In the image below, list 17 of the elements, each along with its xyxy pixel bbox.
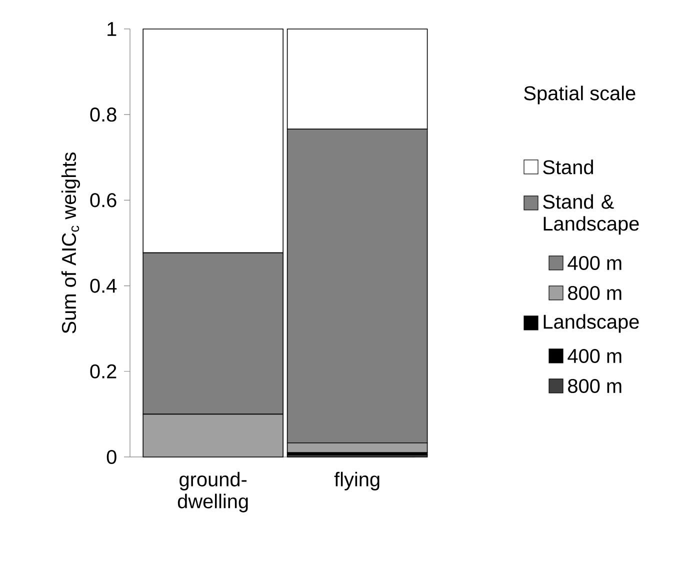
- legend-title: Spatial scale: [524, 86, 636, 104]
- x-tick-label: ground-dwelling: [178, 472, 248, 512]
- y-tick-label: 0.2: [90, 364, 116, 378]
- legend-label: 400 m: [568, 256, 622, 270]
- y-tick-label: 0: [106, 450, 116, 464]
- y-tick-label: 0.4: [90, 278, 117, 293]
- y-axis-title: Sum of AIC$_{c}$ weights: [61, 152, 80, 334]
- legend-label: 800 m: [568, 286, 622, 300]
- text: Landscape: [544, 314, 639, 333]
- text: Stand & Landscape: [543, 194, 639, 235]
- legend-label: Stand: [543, 160, 593, 174]
- x-tick-label: flying: [334, 472, 380, 490]
- legend-label: 800 m: [568, 378, 622, 394]
- y-tick-label: 0.8: [90, 108, 116, 122]
- y-tick-label: 1: [108, 22, 116, 36]
- legend-label: 400 m: [568, 348, 622, 364]
- y-tick-label: 0.6: [90, 193, 116, 208]
